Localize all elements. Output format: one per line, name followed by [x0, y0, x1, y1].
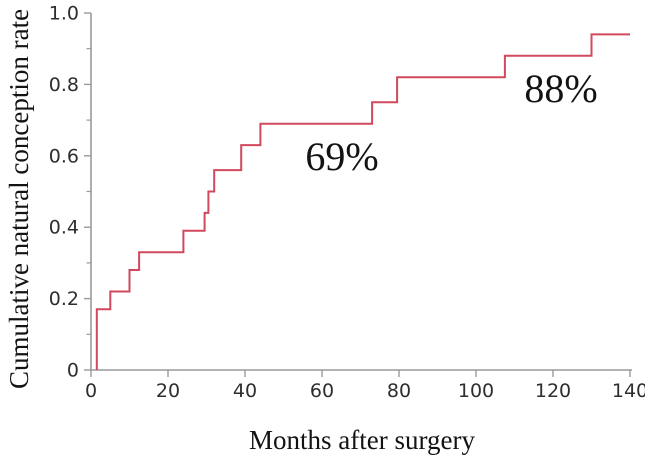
survival-step-curve	[95, 33, 630, 370]
series-layer	[95, 33, 630, 370]
y-tick-label: 0.8	[49, 74, 79, 96]
y-tick-label: 0.6	[49, 145, 79, 167]
x-tick-label: 100	[458, 380, 494, 402]
y-tick-label: 1.0	[49, 3, 79, 25]
y-tick-label: 0.4	[49, 217, 79, 239]
x-tick-label: 20	[156, 380, 180, 402]
y-tick-label: 0.2	[49, 288, 79, 310]
x-tick-label: 60	[310, 380, 334, 402]
axes-layer: 0 20 40 60 80 100 120 140 0 0.2 0.4 0.6 0.8 1.0	[49, 3, 645, 403]
x-tick-label: 120	[535, 380, 571, 402]
x-axis-title: Months after surgery	[249, 425, 475, 455]
x-tick-label: 40	[233, 380, 257, 402]
annotation-88pct: 88%	[524, 66, 597, 111]
x-tick-label: 140	[612, 380, 645, 402]
x-tick-label: 0	[85, 380, 97, 402]
x-tick-label: 80	[387, 380, 411, 402]
annotation-69pct: 69%	[305, 134, 378, 179]
y-axis-title: Cumulative natural conception rate	[4, 9, 34, 389]
annotations-layer: 69% 88%	[305, 66, 597, 179]
y-tick-label: 0	[67, 360, 79, 382]
